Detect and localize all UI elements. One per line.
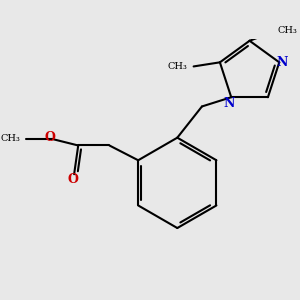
Text: CH₃: CH₃ bbox=[167, 62, 187, 71]
Text: O: O bbox=[67, 173, 78, 186]
Text: CH₃: CH₃ bbox=[1, 134, 21, 143]
Text: CH₃: CH₃ bbox=[278, 26, 297, 35]
Text: O: O bbox=[44, 131, 55, 144]
Text: N: N bbox=[223, 97, 235, 110]
Text: N: N bbox=[277, 56, 288, 69]
